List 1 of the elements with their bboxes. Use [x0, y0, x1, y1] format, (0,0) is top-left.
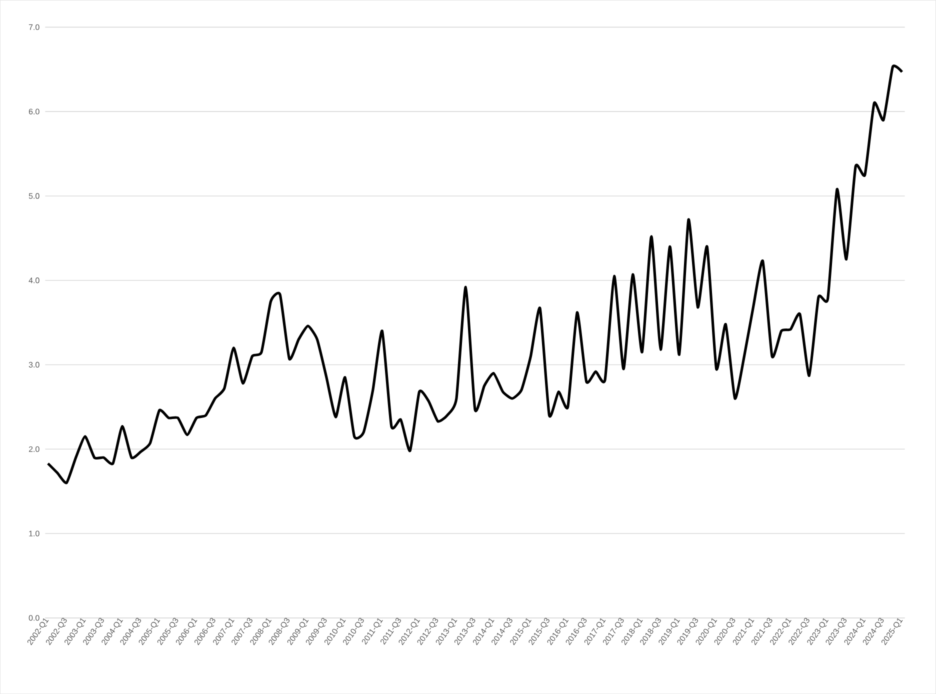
line-series	[46, 66, 904, 484]
